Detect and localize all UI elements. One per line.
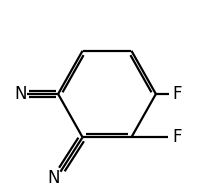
Text: N: N: [47, 169, 60, 187]
Text: F: F: [173, 85, 182, 103]
Text: N: N: [14, 85, 26, 103]
Text: F: F: [173, 128, 182, 146]
